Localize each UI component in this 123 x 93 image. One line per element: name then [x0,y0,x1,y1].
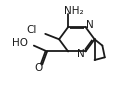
Text: Cl: Cl [27,25,37,35]
Text: NH₂: NH₂ [64,6,83,16]
Text: O: O [34,63,42,73]
Text: N: N [77,49,85,59]
Text: N: N [86,20,94,30]
Text: HO: HO [12,38,28,48]
